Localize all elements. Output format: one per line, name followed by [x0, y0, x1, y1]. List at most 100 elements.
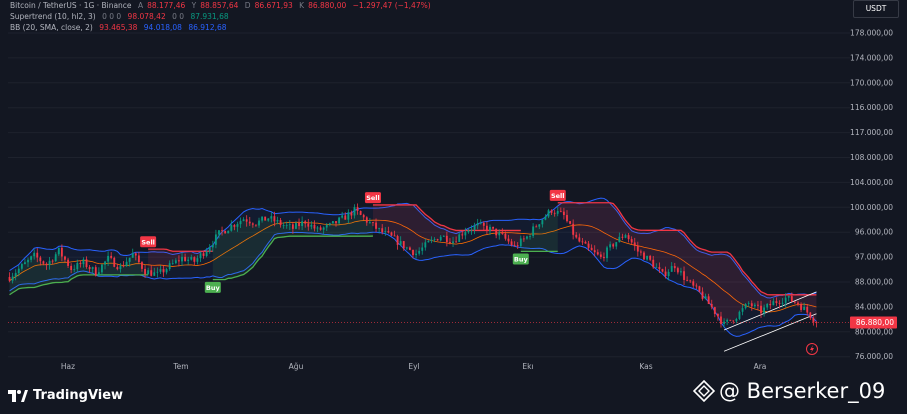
price-tick-label: 108.000,00 — [850, 153, 893, 162]
current-price-tag — [850, 316, 897, 329]
price-axis: 178.000,00 174.000,00 170.000,00 116.000,00… — [8, 29, 893, 361]
currency-button[interactable]: USDT — [853, 0, 899, 18]
buy-signal: Buy — [204, 281, 221, 293]
candle-body — [196, 258, 199, 262]
buy-signal: Buy — [512, 253, 529, 265]
candle-body — [116, 266, 119, 270]
candle-body — [76, 262, 79, 270]
candle-body — [587, 243, 590, 248]
candle-body — [131, 253, 134, 258]
legend-supertrend-line[interactable]: Supertrend (10, hl2, 3) 0 0 0 98.078,42 … — [10, 12, 233, 21]
candle-body — [107, 255, 110, 262]
candle-body — [464, 232, 467, 236]
candle-body — [356, 207, 359, 211]
candle-body — [202, 253, 205, 256]
candle-body — [695, 285, 698, 287]
candle-body — [449, 241, 451, 243]
candle-body — [181, 256, 183, 262]
candle-body — [20, 264, 23, 269]
candle-body — [174, 260, 177, 264]
candle-body — [279, 220, 282, 226]
supertrend-flags: 0 0 0 — [102, 12, 122, 21]
candle-body — [713, 307, 716, 314]
candle-body — [79, 262, 82, 265]
low-value: 86.671,93 — [254, 1, 293, 10]
candle-body — [772, 301, 775, 306]
candle-body — [470, 229, 473, 231]
signal-badge — [204, 281, 221, 293]
candle-body — [476, 223, 479, 226]
candle-body — [732, 320, 735, 322]
candle-body — [104, 261, 106, 265]
candle-body — [673, 266, 676, 269]
candle-body — [178, 260, 180, 262]
candle-body — [744, 303, 747, 309]
time-tick-label: Tem — [172, 362, 188, 371]
candle-body — [242, 219, 245, 221]
footer-bar: TradingView @ Berserker_09 — [0, 378, 907, 414]
candle-body — [214, 234, 217, 245]
candle-body — [479, 222, 482, 224]
tradingview-logo[interactable]: TradingView — [8, 388, 123, 403]
candle-body — [45, 263, 48, 266]
candle-body — [461, 234, 464, 236]
candle-body — [615, 242, 618, 247]
supertrend-fill — [557, 202, 817, 324]
supertrend-flags-2: 0 0 — [172, 12, 185, 21]
candles — [8, 203, 818, 328]
price-tick-label: 117.000,00 — [850, 128, 893, 137]
candle-body — [122, 265, 125, 267]
candle-body — [276, 220, 279, 222]
candle-body — [489, 226, 491, 231]
bb-upper-value: 94.018,08 — [143, 23, 182, 32]
candle-body — [137, 255, 140, 263]
candle-body — [30, 256, 33, 260]
candle-body — [171, 263, 174, 264]
candle-body — [815, 322, 818, 324]
candle-body — [686, 279, 689, 281]
candle-body — [347, 212, 350, 220]
candle-body — [187, 259, 190, 262]
candle-body — [408, 247, 411, 250]
time-tick-label: Kas — [639, 362, 652, 371]
candle-body — [412, 249, 414, 256]
supertrend-fill — [9, 247, 149, 295]
candle-body — [661, 269, 664, 272]
candle-body — [812, 317, 815, 323]
candle-body — [689, 280, 692, 282]
signal-badge — [549, 189, 566, 201]
candle-body — [427, 240, 430, 243]
candle-body — [760, 305, 762, 314]
candle-body — [726, 319, 729, 322]
bb-basis-value: 93.465,38 — [99, 23, 138, 32]
supertrend-fill — [148, 244, 213, 276]
candle-body — [270, 216, 273, 219]
author-watermark: @ Berserker_09 — [693, 379, 885, 403]
candle-body — [609, 244, 612, 248]
candle-body — [365, 217, 368, 223]
candle-body — [627, 235, 630, 240]
candle-body — [338, 217, 341, 224]
candle-body — [24, 262, 26, 265]
candle-body — [652, 259, 655, 268]
candle-body — [624, 235, 627, 238]
candle-body — [442, 235, 445, 237]
watermark-text: @ Berserker_09 — [719, 379, 886, 403]
candle-body — [766, 303, 769, 308]
legend-bb-line[interactable]: BB (20, SMA, close, 2) 93.465,38 94.018,… — [10, 23, 231, 32]
candle-body — [384, 231, 387, 233]
tradingview-logo-icon — [8, 389, 28, 402]
low-label: D — [244, 1, 251, 10]
candle-body — [556, 211, 559, 214]
symbol-name[interactable]: Bitcoin / TetherUS · 1G · Binance — [10, 1, 132, 10]
candle-body — [680, 271, 682, 273]
candle-body — [73, 269, 76, 271]
candle-body — [221, 230, 223, 232]
candle-body — [692, 281, 695, 286]
price-tick-label: 100.000,00 — [850, 203, 893, 212]
candle-body — [258, 220, 260, 226]
candle-body — [538, 224, 541, 227]
candle-body — [233, 225, 236, 227]
channel-upper-line — [723, 291, 817, 331]
